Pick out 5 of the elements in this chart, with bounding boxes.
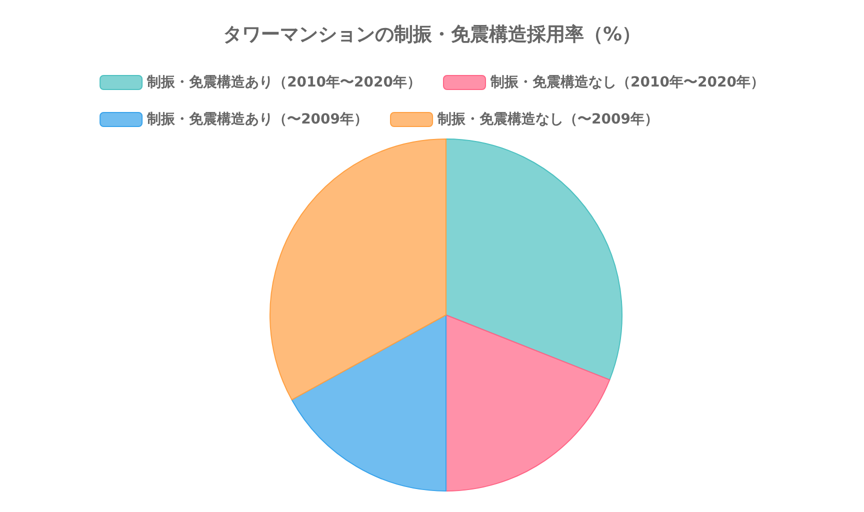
legend-label: 制振・免震構造あり（2010年〜2020年） [146,74,422,90]
legend-label: 制振・免震構造なし（2010年〜2020年） [490,74,764,90]
legend-label: 制振・免震構造あり（〜2009年） [146,112,368,128]
legend-label: 制振・免震構造なし（〜2009年） [436,112,659,128]
chart-title: タワーマンションの制振・免震構造採用率（%） [222,24,642,46]
